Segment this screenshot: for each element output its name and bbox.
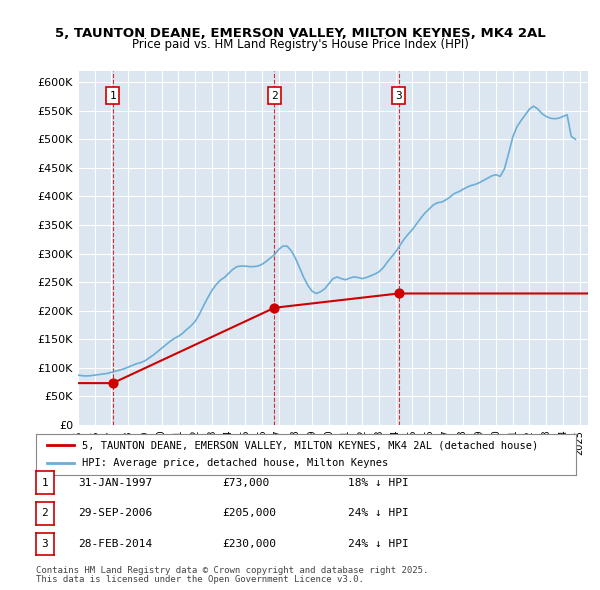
Text: 5, TAUNTON DEANE, EMERSON VALLEY, MILTON KEYNES, MK4 2AL (detached house): 5, TAUNTON DEANE, EMERSON VALLEY, MILTON… — [82, 440, 538, 450]
Text: 24% ↓ HPI: 24% ↓ HPI — [348, 539, 409, 549]
Text: This data is licensed under the Open Government Licence v3.0.: This data is licensed under the Open Gov… — [36, 575, 364, 584]
Point — [269, 303, 279, 313]
Text: 3: 3 — [395, 91, 402, 100]
Point — [108, 378, 118, 388]
Text: 1: 1 — [41, 478, 49, 487]
Text: £230,000: £230,000 — [222, 539, 276, 549]
Text: 18% ↓ HPI: 18% ↓ HPI — [348, 478, 409, 487]
Point — [394, 289, 403, 298]
Text: 3: 3 — [41, 539, 49, 549]
Text: 31-JAN-1997: 31-JAN-1997 — [78, 478, 152, 487]
Text: 29-SEP-2006: 29-SEP-2006 — [78, 509, 152, 518]
Text: 28-FEB-2014: 28-FEB-2014 — [78, 539, 152, 549]
Text: 2: 2 — [41, 509, 49, 518]
Text: HPI: Average price, detached house, Milton Keynes: HPI: Average price, detached house, Milt… — [82, 458, 388, 468]
Text: £205,000: £205,000 — [222, 509, 276, 518]
Text: 24% ↓ HPI: 24% ↓ HPI — [348, 509, 409, 518]
Text: 1: 1 — [109, 91, 116, 100]
Text: £73,000: £73,000 — [222, 478, 269, 487]
Text: Price paid vs. HM Land Registry's House Price Index (HPI): Price paid vs. HM Land Registry's House … — [131, 38, 469, 51]
Text: 5, TAUNTON DEANE, EMERSON VALLEY, MILTON KEYNES, MK4 2AL: 5, TAUNTON DEANE, EMERSON VALLEY, MILTON… — [55, 27, 545, 40]
Text: 2: 2 — [271, 91, 278, 100]
Text: Contains HM Land Registry data © Crown copyright and database right 2025.: Contains HM Land Registry data © Crown c… — [36, 566, 428, 575]
